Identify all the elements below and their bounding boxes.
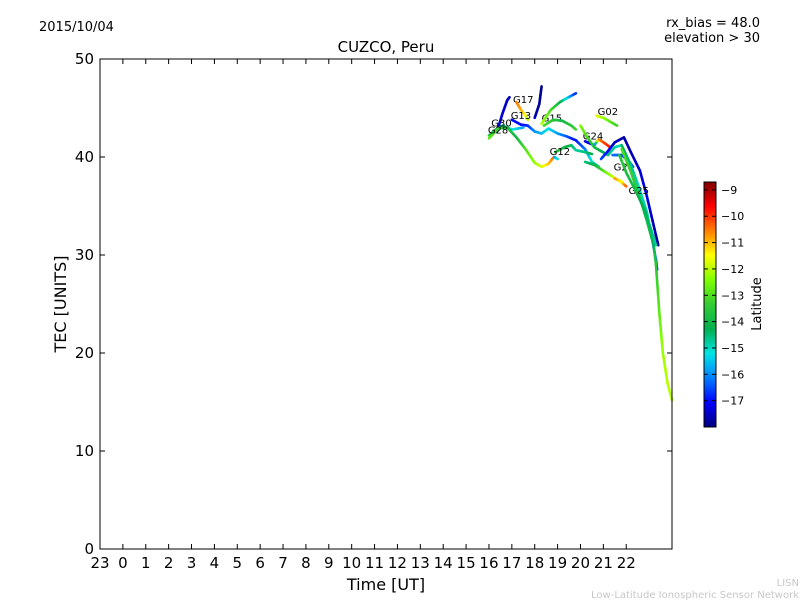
y-tick-label: 30	[75, 246, 94, 264]
x-tick-label: 2	[164, 554, 174, 572]
colorbar-tick-label: −12	[721, 263, 744, 276]
series-trace-7	[526, 124, 601, 169]
series-G12: G12	[550, 143, 594, 158]
x-tick-label: 16	[479, 554, 498, 572]
axes: 23 0 1 2 3 4 5 6 7 8 9 10 11 12 13 14 15 16 17 18 19 20 21 2201…	[75, 50, 672, 572]
series-G02: G02	[595, 107, 619, 127]
x-tick-label: 14	[434, 554, 453, 572]
series-G15: G15	[533, 85, 562, 125]
colorbar-tick-label: −15	[721, 342, 744, 355]
series-G24: G24	[583, 131, 612, 149]
trace-segment	[656, 240, 660, 247]
chart-title: CUZCO, Peru	[338, 38, 435, 56]
x-tick-label: 9	[324, 554, 334, 572]
trace-segment	[656, 287, 660, 299]
series-trace-8	[542, 118, 578, 131]
y-tick-label: 0	[84, 540, 94, 558]
x-tick-label: 3	[187, 554, 197, 572]
x-tick-label: 20	[571, 554, 590, 572]
trace-segment	[550, 156, 555, 161]
x-tick-label: 10	[342, 554, 361, 572]
y-tick-label: 40	[75, 148, 94, 166]
satellite-label-g13: G13	[511, 111, 531, 122]
series-G13: G13	[510, 111, 531, 127]
colorbar-tick-label: −9	[721, 184, 737, 197]
x-tick-label: 4	[210, 554, 220, 572]
x-tick-label: 0	[118, 554, 128, 572]
colorbar-label: Latitude	[750, 277, 765, 331]
satellite-label-g12: G12	[550, 147, 570, 158]
plot-area: G17G13G15G30G28G12G02G24G29G25	[487, 85, 674, 402]
footer-lisn: LISN	[777, 578, 799, 589]
satellite-label-g17: G17	[513, 95, 533, 106]
x-tick-label: 18	[525, 554, 544, 572]
x-tick-label: 19	[548, 554, 567, 572]
colorbar-tick-label: −16	[721, 368, 744, 381]
x-tick-label: 21	[594, 554, 613, 572]
x-tick-label: 13	[411, 554, 430, 572]
trace-segment	[657, 304, 661, 316]
y-tick-label: 50	[75, 50, 94, 68]
colorbar-tick-label: −14	[721, 316, 744, 329]
colorbar-gradient	[703, 181, 717, 428]
x-tick-label: 12	[388, 554, 407, 572]
satellite-label-g28: G28	[488, 125, 508, 136]
trace-segment	[656, 296, 661, 307]
series-trace-1	[515, 100, 530, 122]
colorbar-tick-label: −11	[721, 237, 744, 250]
x-tick-label: 1	[141, 554, 151, 572]
satellite-label-g25: G25	[629, 186, 649, 197]
date-label: 2015/10/04	[39, 20, 114, 35]
satellite-label-g02: G02	[598, 107, 618, 118]
x-tick-label: 15	[457, 554, 476, 572]
y-axis-label: TEC [UNITS]	[51, 256, 70, 354]
colorbar-tick-label: −10	[721, 210, 744, 223]
colorbar-tick-label: −17	[721, 395, 744, 408]
series-trace-4	[540, 92, 578, 125]
plot-frame	[99, 58, 673, 550]
x-tick-label: 7	[278, 554, 288, 572]
x-tick-label: 17	[502, 554, 521, 572]
x-tick-label: 22	[617, 554, 636, 572]
x-tick-label: 8	[301, 554, 311, 572]
series-G28: G28	[487, 125, 555, 169]
series-G17: G17	[495, 95, 533, 133]
trace-segment	[624, 184, 628, 188]
satellite-label-g24: G24	[583, 131, 603, 142]
x-tick-label: 6	[255, 554, 265, 572]
series-trace-16	[599, 136, 660, 247]
trace-segment	[655, 271, 659, 283]
series-G25: G25	[620, 147, 674, 402]
series-trace-10	[552, 155, 559, 161]
x-axis-label: Time [UT]	[346, 575, 425, 594]
trace-segment	[573, 127, 578, 131]
footer-network: Low-Latitude Ionospheric Sensor Network	[591, 590, 799, 600]
trace-segment	[655, 279, 660, 291]
x-tick-label: 5	[233, 554, 243, 572]
y-tick-label: 20	[75, 344, 94, 362]
colorbar-tick-label: −13	[721, 289, 744, 302]
series-trace-20	[618, 153, 658, 247]
satellite-label-g30: G30	[491, 119, 511, 130]
rx-bias-label: rx_bias = 48.0	[666, 16, 760, 31]
trace-segment	[654, 263, 658, 275]
colorbar: −9 −10 −11 −12 −13 −14 −15 −16 −17	[703, 181, 744, 428]
trace-segment	[573, 92, 578, 96]
elevation-label: elevation > 30	[664, 31, 760, 46]
x-tick-label: 23	[90, 554, 109, 572]
trace-segment	[614, 123, 619, 127]
x-tick-label: 11	[365, 554, 384, 572]
trace-segment	[653, 241, 658, 247]
y-tick-label: 10	[75, 442, 94, 460]
series-trace-13	[579, 124, 623, 157]
